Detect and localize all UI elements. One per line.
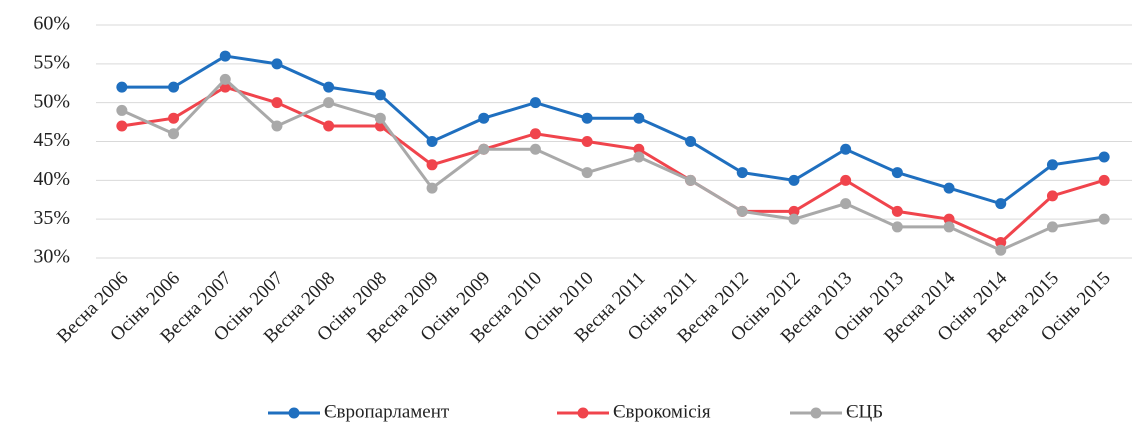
point (116, 81, 128, 93)
y-tick-label: 55% (33, 51, 70, 73)
point (633, 143, 645, 155)
point (891, 167, 903, 179)
point (219, 50, 231, 62)
point (633, 151, 645, 163)
legend-marker (810, 407, 822, 419)
series-line (121, 77, 1105, 252)
point (788, 205, 800, 217)
point (374, 89, 386, 101)
point (323, 81, 335, 93)
point (426, 136, 438, 147)
point (736, 167, 748, 179)
legend-marker (288, 407, 300, 419)
series-line (121, 85, 1105, 245)
point (1046, 159, 1058, 171)
point (271, 97, 283, 109)
point (736, 205, 748, 217)
legend-label: ЄЦБ (846, 401, 883, 422)
point (1046, 190, 1058, 202)
point (116, 104, 128, 116)
point (219, 73, 231, 85)
point (943, 213, 955, 225)
point (323, 97, 335, 109)
point (943, 182, 955, 194)
point (581, 167, 593, 179)
point (840, 198, 852, 210)
y-tick-label: 45% (33, 129, 70, 151)
y-tick-label: 60% (33, 13, 70, 35)
point (1098, 151, 1110, 163)
point (116, 120, 128, 132)
point (529, 143, 541, 155)
point (581, 136, 593, 147)
y-tick-label: 40% (33, 168, 70, 190)
point (685, 136, 697, 147)
point (426, 159, 438, 171)
point (943, 221, 955, 233)
point (995, 236, 1007, 248)
point (168, 81, 180, 93)
series-line (121, 54, 1105, 206)
point (323, 120, 335, 132)
point (529, 128, 541, 140)
point (633, 112, 645, 124)
point (529, 97, 541, 109)
point (788, 213, 800, 225)
point (840, 174, 852, 186)
point (1098, 213, 1110, 225)
point (478, 112, 490, 124)
point (168, 112, 180, 124)
point (271, 58, 283, 70)
point (685, 174, 697, 186)
point (374, 112, 386, 124)
y-tick-label: 35% (33, 207, 70, 229)
point (271, 120, 283, 132)
point (995, 244, 1007, 256)
y-tick-label: 50% (33, 90, 70, 112)
legend-marker (577, 407, 589, 419)
point (891, 205, 903, 217)
point (581, 112, 593, 124)
point (891, 221, 903, 233)
point (168, 128, 180, 140)
point (840, 143, 852, 155)
point (788, 174, 800, 186)
point (426, 182, 438, 194)
legend-label: Єврокомісія (613, 401, 711, 422)
point (995, 198, 1007, 210)
y-tick-label: 30% (33, 246, 70, 268)
point (478, 143, 490, 155)
legend-label: Європарламент (324, 401, 450, 422)
point (1046, 221, 1058, 233)
point (1098, 174, 1110, 186)
